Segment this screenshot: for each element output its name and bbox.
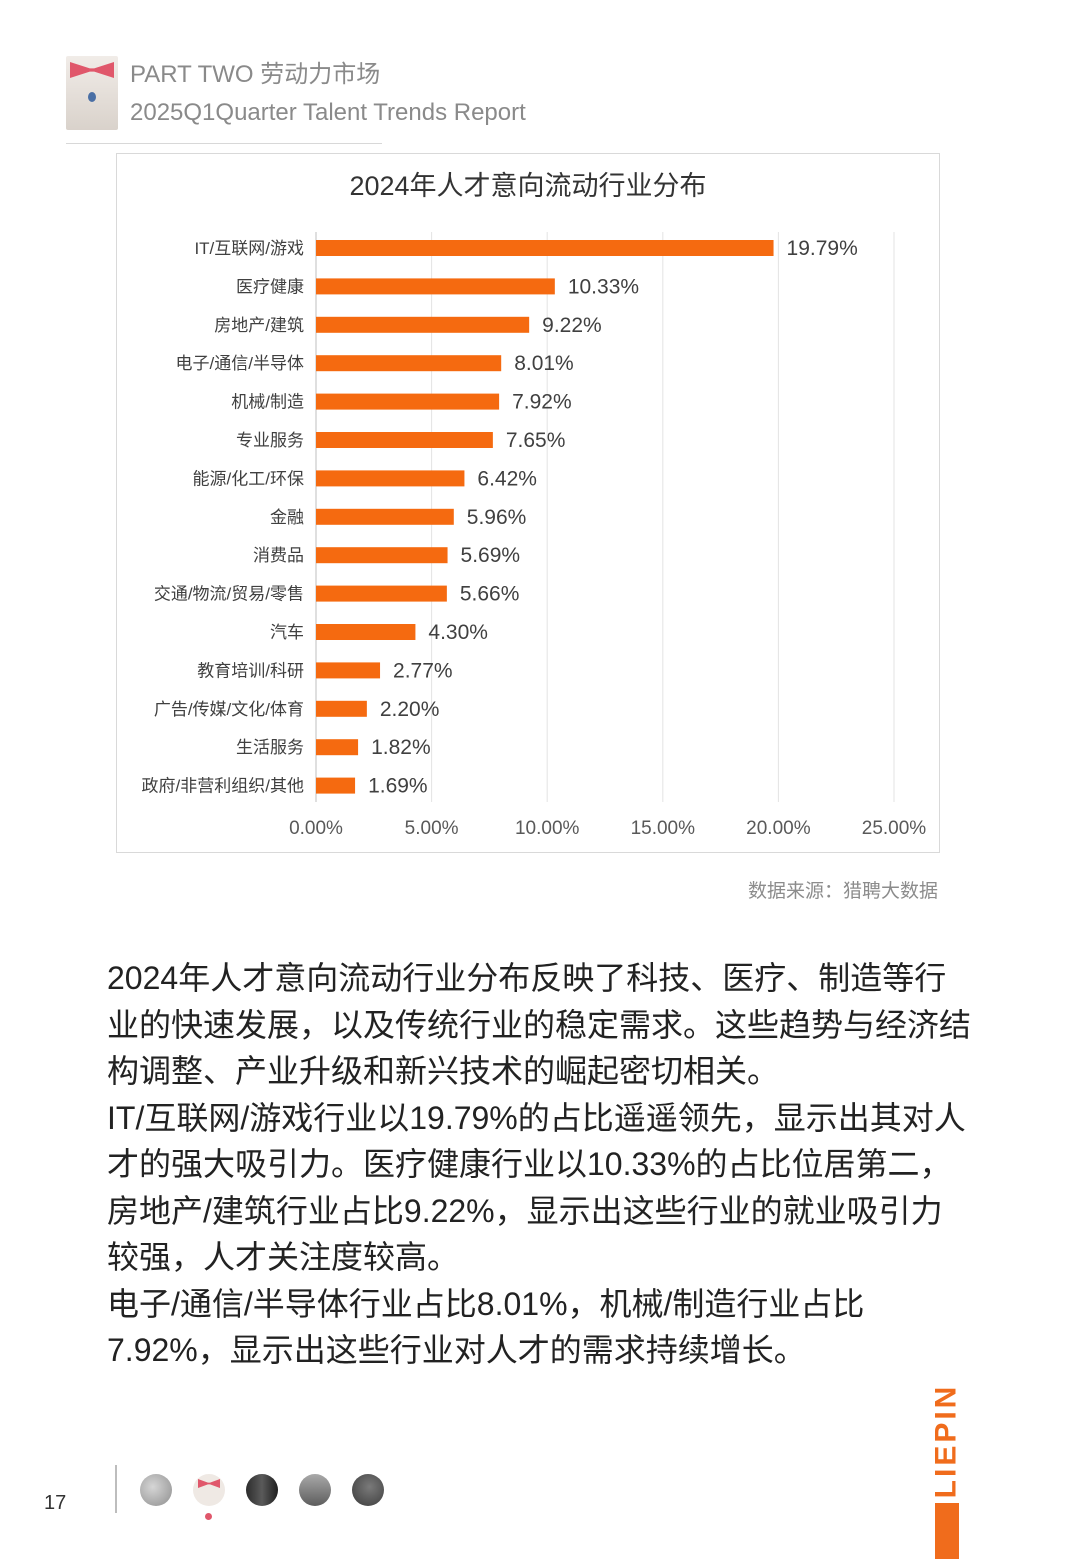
nav-thumbnail-4[interactable] <box>299 1474 331 1506</box>
data-label: 5.69% <box>461 544 521 567</box>
bar <box>316 700 367 717</box>
category-label: 广告/传媒/文化/体育 <box>154 700 304 719</box>
section-title: PART TWO 劳动力市场 <box>130 61 381 88</box>
category-label: 医疗健康 <box>236 277 304 296</box>
data-label: 19.79% <box>787 237 858 260</box>
paragraph-3: 电子/通信/半导体行业占比8.01%，机械/制造行业占比7.92%，显示出这些行… <box>107 1285 865 1369</box>
page-number: 17 <box>44 1492 67 1514</box>
data-source-note: 数据来源：猎聘大数据 <box>747 881 938 902</box>
category-label: 电子/通信/半导体 <box>176 354 304 373</box>
category-label: 机械/制造 <box>231 393 304 412</box>
bar <box>316 508 454 525</box>
report-title: 2025Q1Quarter Talent Trends Report <box>130 99 526 126</box>
nav-thumbnail-2[interactable] <box>193 1474 225 1506</box>
bow-tie-icon <box>70 62 114 78</box>
category-label: 消费品 <box>253 546 304 565</box>
bar <box>316 355 502 372</box>
x-tick-label: 25.00% <box>862 818 927 839</box>
category-label: 交通/物流/贸易/零售 <box>154 585 304 604</box>
brand-accent-bar <box>935 1503 959 1559</box>
data-label: 2.20% <box>380 698 440 721</box>
paragraph-1: 2024年人才意向流动行业分布反映了科技、医疗、制造等行业的快速发展，以及传统行… <box>107 960 972 1089</box>
nav-thumbnail-1[interactable] <box>140 1474 172 1506</box>
data-label: 5.96% <box>467 506 527 529</box>
bar <box>316 585 447 602</box>
nav-thumbnail-5[interactable] <box>352 1474 384 1506</box>
data-label: 1.69% <box>368 775 428 798</box>
category-label: 专业服务 <box>236 431 304 450</box>
data-label: 7.92% <box>512 391 572 414</box>
data-label: 4.30% <box>428 621 488 644</box>
bar <box>316 777 356 794</box>
data-label: 10.33% <box>568 275 639 298</box>
x-tick-label: 15.00% <box>631 818 696 839</box>
bar <box>316 739 359 756</box>
bar <box>316 240 774 256</box>
category-label: 金融 <box>270 508 304 527</box>
data-label: 6.42% <box>477 467 537 490</box>
bar <box>316 470 465 487</box>
footer-divider <box>115 1465 117 1513</box>
body-text: 2024年人才意向流动行业分布反映了科技、医疗、制造等行业的快速发展，以及传统行… <box>107 955 973 1374</box>
category-label: 生活服务 <box>236 738 304 757</box>
category-label: IT/互联网/游戏 <box>194 239 304 258</box>
category-label: 政府/非营利组织/其他 <box>142 777 304 796</box>
bar <box>316 624 416 640</box>
chart-container: 2024年人才意向流动行业分布 0.00% 5.00% 10.00% 15.00% 20.… <box>116 153 940 853</box>
bar <box>316 393 500 410</box>
bar <box>316 278 555 295</box>
x-tick-label: 20.00% <box>746 818 811 839</box>
active-page-indicator <box>205 1513 212 1520</box>
data-label: 5.66% <box>460 583 520 606</box>
category-label: 汽车 <box>270 623 304 642</box>
bar <box>316 547 448 564</box>
drop-icon <box>88 92 96 102</box>
header-thumbnail-image <box>66 56 118 130</box>
data-label: 8.01% <box>514 352 574 375</box>
category-label: 能源/化工/环保 <box>193 469 304 488</box>
x-tick-label: 10.00% <box>515 818 580 839</box>
brand-label: LIEPIN <box>929 1383 962 1499</box>
category-label: 教育培训/科研 <box>197 661 304 680</box>
bar <box>316 316 530 333</box>
bar <box>316 432 493 448</box>
header-divider <box>66 143 382 144</box>
x-tick-label: 5.00% <box>405 818 459 839</box>
data-label: 7.65% <box>506 429 566 452</box>
bar <box>316 662 381 679</box>
x-tick-label: 0.00% <box>289 818 343 839</box>
nav-thumbnail-3[interactable] <box>246 1474 278 1506</box>
paragraph-2: IT/互联网/游戏行业以19.79%的占比遥遥领先，显示出其对人才的强大吸引力。… <box>107 1099 966 1276</box>
brand-logo: LIEPIN <box>928 1383 964 1499</box>
category-label: 房地产/建筑 <box>214 316 304 335</box>
bar-chart: 2024年人才意向流动行业分布 0.00% 5.00% 10.00% 15.00% 20.… <box>142 171 927 839</box>
chart-title: 2024年人才意向流动行业分布 <box>349 171 706 201</box>
data-label: 9.22% <box>542 314 602 337</box>
data-label: 1.82% <box>371 736 431 759</box>
data-label: 2.77% <box>393 659 453 682</box>
